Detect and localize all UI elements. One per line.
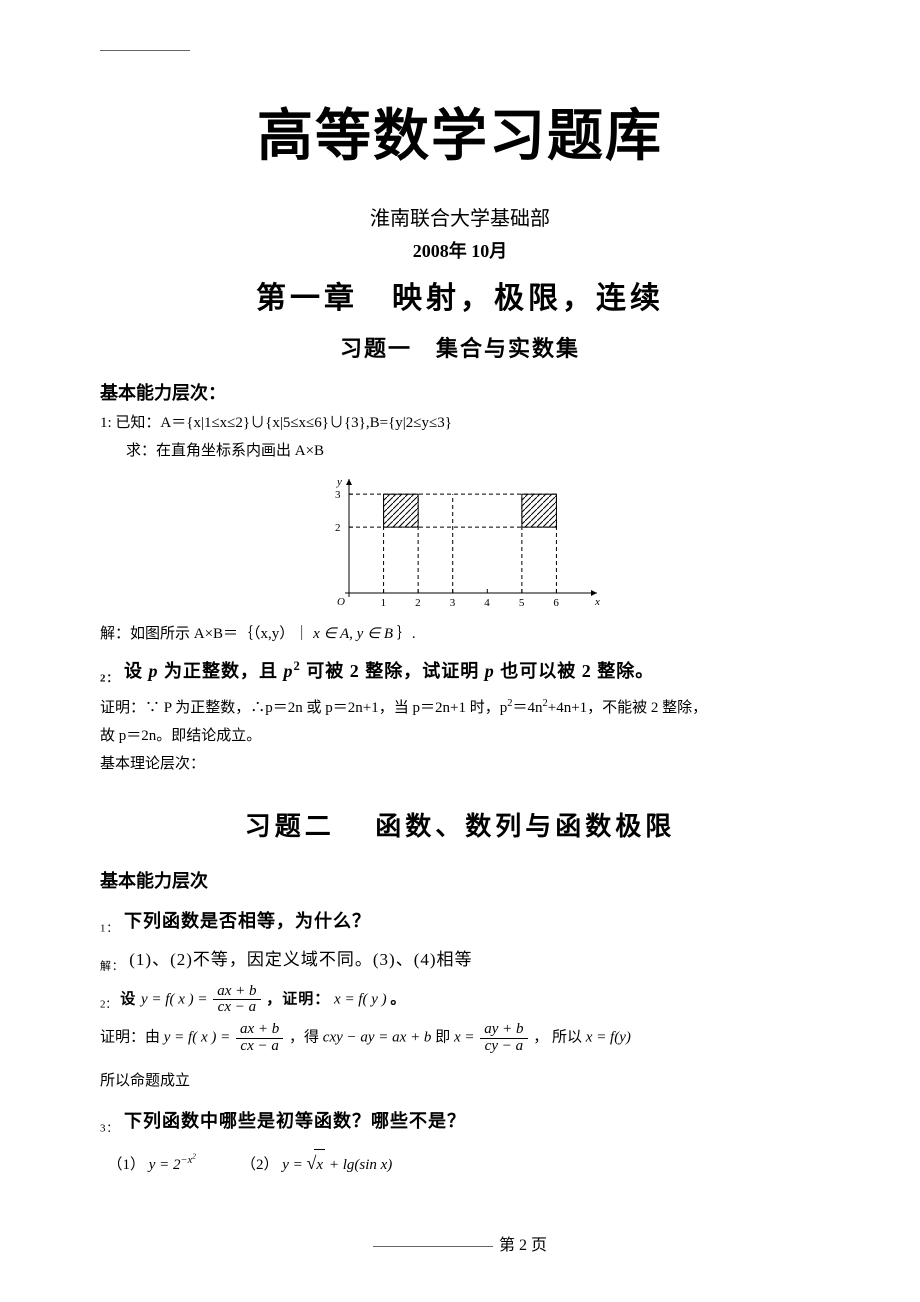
a1-text: (1)、(2)不等，因定义域不同。(3)、(4)相等 (129, 950, 472, 969)
q3-opt2-sqrt-arg: x (314, 1149, 325, 1180)
q1-text: 下列函数是否相等，为什么？ (124, 911, 371, 931)
sol1-prefix: 解：如图所示 A×B＝｛（x,y）｜ (100, 626, 313, 642)
svg-text:y: y (336, 476, 342, 488)
q3-opt1-a: y = 2 (149, 1157, 181, 1173)
pq2-d: ， 所以 (533, 1030, 586, 1046)
figure-axb: x y O 1 2 3 4 5 6 2 3 (100, 473, 820, 618)
sol1-math: x ∈ A, y ∈ B (313, 626, 393, 642)
q3-options: （1） y = 2−x2 （2） y = √x + lg(sin x) (100, 1145, 820, 1181)
pq2-frac2: ay + b cy − a (480, 1022, 527, 1055)
section2-title: 习题二 函数、数列与函数极限 (100, 806, 820, 843)
pq2-frac2-den: cy − a (480, 1039, 527, 1055)
p2-sup2: 2 (294, 659, 301, 673)
pq2-eq1-lhs: y = f( x ) = (164, 1030, 234, 1046)
q2-c: 。 (390, 991, 405, 1007)
sol1-suffix: ｝. (393, 626, 416, 642)
pq2-frac1-den: cx − a (236, 1039, 283, 1055)
svg-text:5: 5 (519, 597, 525, 609)
q2-eq2: x = f( y ) (334, 991, 387, 1007)
page-footer: 第 2 页 (100, 1231, 820, 1255)
q3-opt1-label: （1） (108, 1157, 146, 1173)
proof-q2: 证明：由 y = f( x ) = ax + b cx − a ，得 cxy −… (100, 1022, 820, 1055)
pq2-frac1-num: ax + b (236, 1022, 283, 1039)
svg-text:3: 3 (450, 597, 456, 609)
svg-text:O: O (337, 596, 345, 608)
problem-q1: 1： 下列函数是否相等，为什么？ (100, 907, 820, 936)
pq2-eq3-lhs: x = (454, 1030, 478, 1046)
date-month: 10 (471, 241, 489, 261)
p2-p2: p (284, 661, 294, 681)
footer-text: 第 2 页 (499, 1237, 547, 1254)
svg-text:2: 2 (335, 522, 341, 534)
proof2-c: +4n+1，不能被 2 整除， (548, 700, 707, 716)
date-year-suffix: 年 (449, 241, 467, 261)
pq2-b: ，得 (289, 1030, 323, 1046)
date-year: 2008 (413, 241, 449, 261)
pq2-frac2-num: ay + b (480, 1022, 527, 1039)
level-label-1: 基本能力层次： (100, 379, 820, 405)
pq2-eq2: cxy − ay = ax + b (323, 1030, 432, 1046)
date-month-suffix: 月 (489, 241, 507, 261)
p2-c: 可被 2 整除，试证明 (301, 661, 485, 681)
proof2-a: 证明：∵ P 为正整数，∴p＝2n 或 p＝2n+1，当 p＝2n+1 时，p (100, 700, 507, 716)
pq2-frac1: ax + b cx − a (236, 1022, 283, 1055)
doc-subtitle: 淮南联合大学基础部 (100, 202, 820, 231)
p2-d: 也可以被 2 整除。 (495, 661, 655, 681)
pq2-eq4: x = f(y) (586, 1030, 631, 1046)
q2-frac1-num: ax + b (213, 984, 260, 1001)
solution-1: 解：如图所示 A×B＝｛（x,y）｜ x ∈ A, y ∈ B ｝. (100, 622, 820, 643)
q1-num: 1： (100, 922, 119, 934)
doc-date: 2008年 10月 (100, 237, 820, 263)
svg-text:6: 6 (553, 597, 559, 609)
q3-opt2-b: + lg(sin x) (325, 1157, 392, 1173)
p2-a: 设 (124, 661, 149, 681)
proof2-b: ＝4n (512, 700, 542, 716)
q3-num: 3： (100, 1122, 119, 1134)
sqrt-icon: √x (307, 1145, 326, 1181)
proof-2-line2: 故 p＝2n。即结论成立。 (100, 724, 820, 748)
q3-opt2-label: （2） (241, 1157, 279, 1173)
q2-frac1-den: cx − a (213, 1000, 260, 1016)
svg-text:1: 1 (381, 597, 387, 609)
p2-b: 为正整数，且 (159, 661, 284, 681)
a1-prefix: 解： (100, 961, 124, 973)
q2-frac1: ax + b cx − a (213, 984, 260, 1017)
problem-2: 2： 设 p 为正整数，且 p2 可被 2 整除，试证明 p 也可以被 2 整除… (100, 657, 820, 686)
problem-q2: 2： 设 y = f( x ) = ax + b cx − a ，证明： x =… (100, 984, 820, 1017)
q3-text: 下列函数中哪些是初等函数？哪些不是？ (124, 1111, 466, 1131)
q2-b: ，证明： (266, 991, 330, 1007)
q3-opt1-sup: −x2 (181, 1155, 196, 1166)
p2-num: 2： (100, 673, 119, 685)
q2-num: 2： (100, 998, 117, 1010)
svg-text:4: 4 (484, 597, 490, 609)
axb-plot-svg: x y O 1 2 3 4 5 6 2 3 (315, 473, 605, 613)
proof-q2-conclusion: 所以命题成立 (100, 1069, 820, 1093)
problem-1-line2: 求：在直角坐标系内画出 A×B (100, 439, 820, 463)
svg-text:x: x (594, 596, 600, 608)
chapter-title: 第一章 映射，极限，连续 (100, 273, 820, 317)
q3-opt2-a: y = (282, 1157, 306, 1173)
q2-a: 设 (120, 991, 141, 1007)
doc-main-title: 高等数学习题库 (100, 91, 820, 172)
q3-opt1-sup-2: 2 (192, 1152, 196, 1161)
pq2-a: 证明：由 (100, 1030, 164, 1046)
level-label-3: 基本能力层次 (100, 867, 820, 893)
answer-q1: 解： (1)、(2)不等，因定义域不同。(3)、(4)相等 (100, 945, 820, 973)
problem-1-line1: 1: 已知：A＝{x|1≤x≤2}∪{x|5≤x≤6}∪{3},B={y|2≤y… (100, 411, 820, 435)
p2-p1: p (149, 661, 159, 681)
pq2-c: 即 (435, 1030, 454, 1046)
top-rule (100, 50, 190, 51)
level-label-2: 基本理论层次： (100, 752, 820, 776)
svg-text:2: 2 (415, 597, 421, 609)
p2-p3: p (485, 661, 495, 681)
section1-title: 习题一 集合与实数集 (100, 331, 820, 363)
q3-opt1-sup-base: −x (181, 1155, 193, 1166)
proof-2-line1: 证明：∵ P 为正整数，∴p＝2n 或 p＝2n+1，当 p＝2n+1 时，p2… (100, 696, 820, 720)
q2-eq1-lhs: y = f( x ) = (141, 991, 211, 1007)
problem-q3: 3： 下列函数中哪些是初等函数？哪些不是？ (100, 1107, 820, 1136)
footer-rule (373, 1246, 493, 1247)
svg-text:3: 3 (335, 489, 341, 501)
